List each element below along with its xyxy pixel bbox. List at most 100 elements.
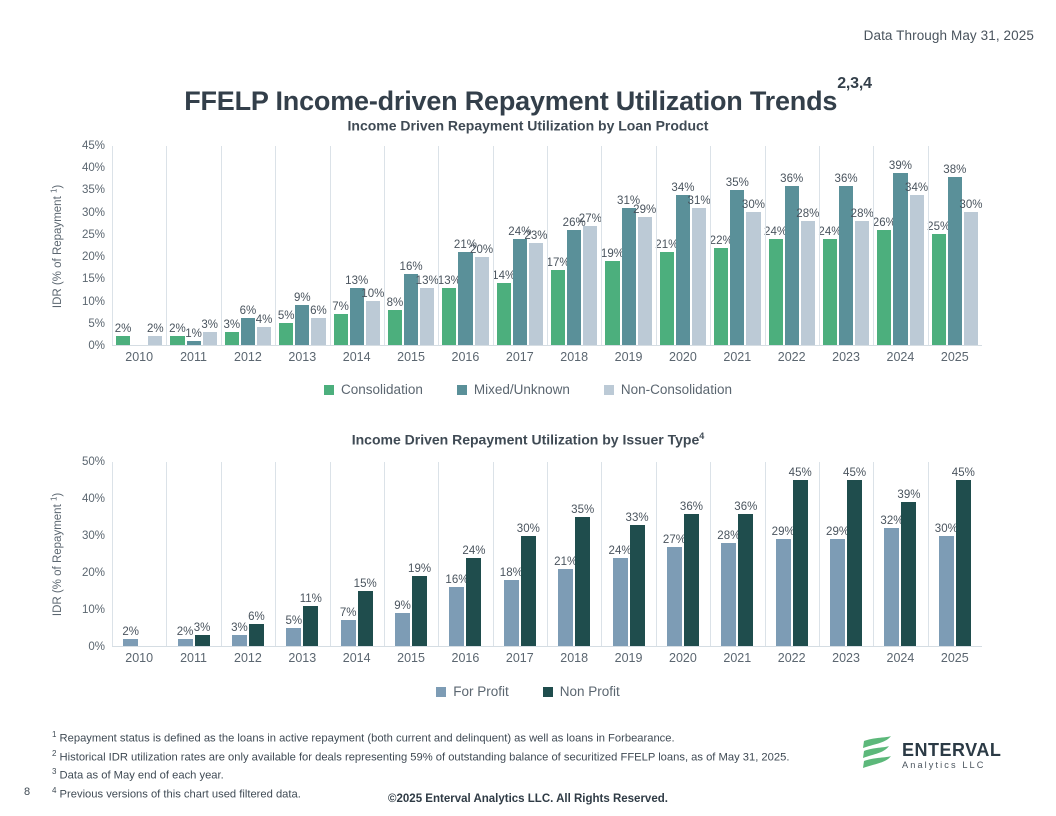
bar-group: 3% 6% <box>221 462 275 646</box>
bar-group: 5% 11% <box>275 462 329 646</box>
x-tick-label: 2018 <box>560 350 589 364</box>
bar: 22% <box>710 235 733 345</box>
bar-value-label: 5% <box>285 614 303 627</box>
bar: 25% <box>927 221 950 345</box>
bar: 31% <box>617 195 640 345</box>
chart1-yaxis-title-suffix: ) <box>52 184 65 189</box>
category-separator <box>764 462 766 646</box>
bar-value-label: 8% <box>386 296 404 309</box>
bar: 2% <box>122 626 139 646</box>
bar: 24% <box>462 545 485 646</box>
x-tick-label: 2010 <box>125 651 154 665</box>
bar-value-label: 30% <box>934 522 958 535</box>
bar-value-label: 27% <box>578 212 602 225</box>
x-tick-label: 2025 <box>940 350 969 364</box>
bar: 36% <box>780 173 803 345</box>
bar: 17% <box>547 257 570 345</box>
bar-group: 17% 26% 27% <box>547 146 602 345</box>
bar: 35% <box>571 504 594 646</box>
category-separator <box>112 462 113 646</box>
bar: 21% <box>655 239 678 345</box>
bar: 6% <box>248 611 265 646</box>
category-separator <box>166 462 168 646</box>
chart-issuer-type: IDR (% of Repayment 1) 0% 10% 20% 30% 40% 50%… <box>50 456 982 665</box>
legend-label: Non-Consolidation <box>620 382 732 397</box>
x-tick-label: 2014 <box>342 350 371 364</box>
bar: 21% <box>454 239 477 345</box>
bar-value-label: 19% <box>408 563 432 576</box>
bar-value-label: 24% <box>462 544 486 557</box>
legend-item[interactable]: Mixed/Unknown <box>456 382 570 397</box>
bar: 29% <box>633 204 656 345</box>
legend-item[interactable]: For Profit <box>436 684 509 699</box>
chart1-subtitle: Income Driven Repayment Utilization by L… <box>0 117 1056 134</box>
bar-value-label: 17% <box>546 256 570 269</box>
footnote: 3 Data as of May end of each year. <box>52 766 842 785</box>
x-tick-label: 2025 <box>940 651 969 665</box>
bar: 5% <box>278 310 295 345</box>
bar-group: 30% 45% <box>928 462 982 646</box>
bar-value-label: 9% <box>294 292 311 305</box>
legend-label: Consolidation <box>341 382 423 397</box>
bar-value-label: 31% <box>687 194 711 207</box>
enterval-logo-name: ENTERVAL <box>902 740 1002 761</box>
x-tick-label: 2021 <box>723 651 752 665</box>
y-tick-label: 40% <box>81 162 105 175</box>
bar-group: 16% 24% <box>438 462 492 646</box>
chart2-subtitle-text: Income Driven Repayment Utilization by I… <box>351 431 700 448</box>
bar-value-label: 20% <box>470 243 494 256</box>
x-tick-label: 2011 <box>180 651 207 665</box>
category-separator <box>764 146 766 345</box>
bar: 11% <box>300 593 322 646</box>
bar-value-label: 26% <box>872 217 896 230</box>
bar-value-label: 45% <box>788 467 812 480</box>
x-tick-label: 2020 <box>669 651 697 665</box>
category-separator <box>655 462 657 646</box>
footnote-text: Repayment status is defined as the loans… <box>56 732 675 745</box>
bar-group: 21% 35% <box>547 462 601 646</box>
bar-value-label: 28% <box>717 529 741 542</box>
bar-group: 29% 45% <box>819 462 873 646</box>
x-tick-label: 2013 <box>288 651 317 665</box>
y-tick-label: 15% <box>81 273 105 286</box>
chart2-yaxis-title-text: IDR (% of Repayment <box>52 501 65 617</box>
category-separator <box>601 462 603 646</box>
bar: 32% <box>880 515 903 646</box>
footnote-text: Data as of May end of each year. <box>56 770 224 783</box>
bar-value-label: 7% <box>332 301 349 314</box>
bar-group: 18% 30% <box>493 462 547 646</box>
bar: 21% <box>554 556 577 646</box>
bar: 24% <box>818 226 841 345</box>
category-separator <box>220 146 222 345</box>
legend-item[interactable]: Non-Consolidation <box>603 382 732 397</box>
bar: 45% <box>789 467 812 646</box>
legend-item[interactable]: Non Profit <box>542 684 620 699</box>
bar: 13% <box>438 275 461 345</box>
legend-swatch-icon <box>603 384 614 395</box>
bar: 23% <box>524 230 547 345</box>
chart1-legend: Consolidation Mixed/Unknown Non-Consolidat… <box>0 382 1056 397</box>
bar-group: 13% 21% 20% <box>438 146 494 345</box>
bar: 36% <box>680 501 703 646</box>
bar-group: 32% 39% <box>873 462 927 646</box>
y-tick-label: 50% <box>81 456 105 468</box>
bar-value-label: 27% <box>662 533 686 546</box>
bar: 9% <box>294 292 311 345</box>
bar: 26% <box>873 217 896 345</box>
bar: 19% <box>408 563 431 646</box>
bar: 16% <box>400 261 423 345</box>
chart1-yaxis-title-text: IDR (% of Repayment <box>52 192 65 308</box>
bar: 27% <box>663 534 686 646</box>
bar-group: 27% 36% <box>656 462 710 646</box>
bar-value-label: 32% <box>880 515 904 528</box>
bar-value-label: 45% <box>951 467 975 480</box>
bar-group: 2% 1% 3% <box>166 146 220 345</box>
category-separator <box>547 146 548 345</box>
bar: 1% <box>185 328 202 345</box>
bar: 6% <box>240 305 256 345</box>
bar-value-label: 29% <box>633 203 657 216</box>
legend-item[interactable]: Consolidation <box>324 382 423 397</box>
bar: 18% <box>500 567 523 646</box>
category-separator <box>818 462 820 646</box>
bar: 2% <box>169 323 186 345</box>
